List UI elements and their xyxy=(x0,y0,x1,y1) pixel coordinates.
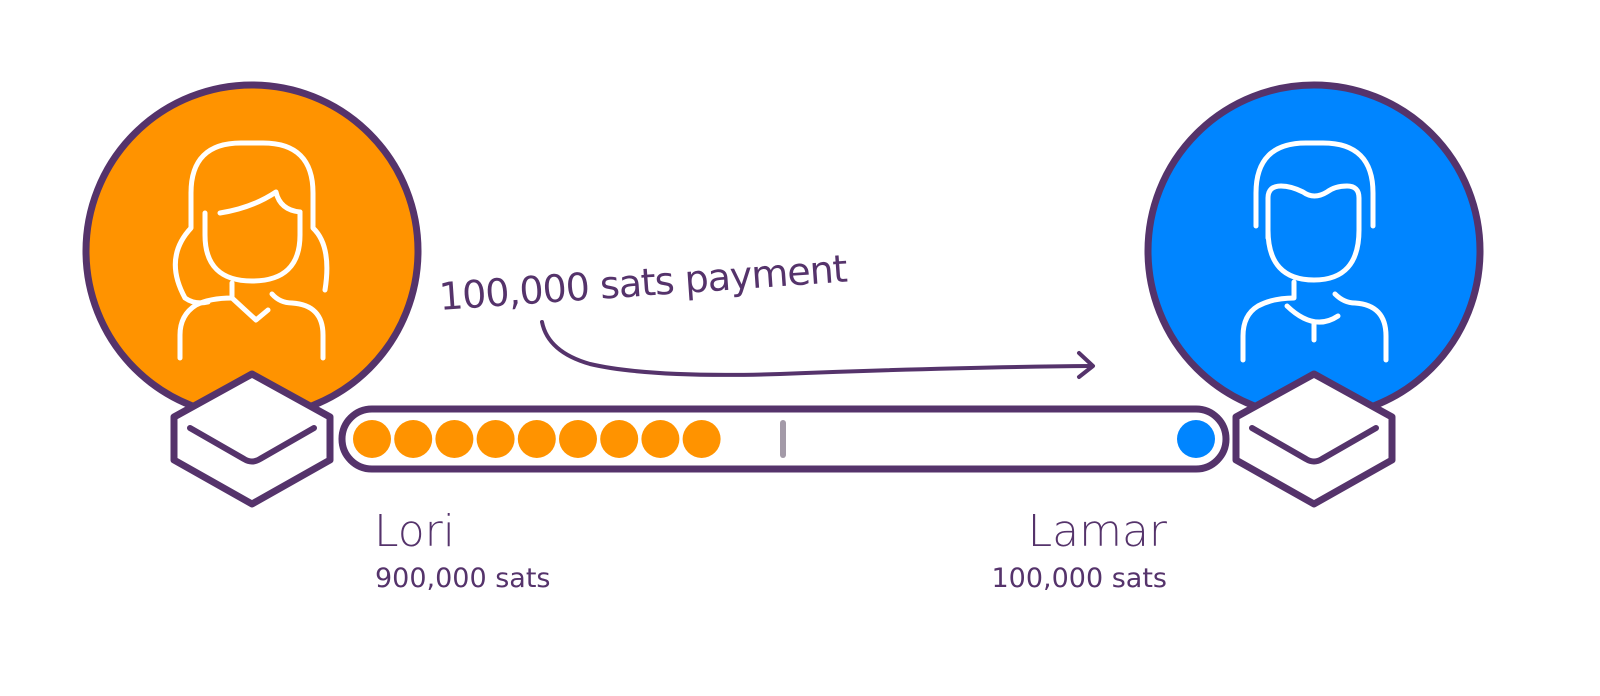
woman-user-icon xyxy=(172,140,330,361)
lamar-balance: 100,000 sats xyxy=(992,563,1168,594)
payment-arrow xyxy=(540,320,1094,377)
lori-balance-unit xyxy=(394,420,433,458)
lori-avatar-circle xyxy=(82,81,422,421)
channel-units xyxy=(353,420,1215,458)
lamar-avatar-circle xyxy=(1144,81,1484,421)
arrow-head-icon xyxy=(1077,351,1095,379)
lamar-name: Lamar xyxy=(1028,506,1168,557)
lori-name: Lori xyxy=(374,506,455,557)
lamar-balance-unit xyxy=(1177,420,1215,458)
lightning-node-icon xyxy=(1232,370,1396,508)
lori-balance-unit xyxy=(600,420,639,458)
lori-balance-unit xyxy=(641,420,680,458)
lori-balance-unit xyxy=(559,420,597,458)
channel-midpoint-marker xyxy=(780,420,786,458)
lori-balance-unit xyxy=(517,420,556,458)
lori-balance-unit xyxy=(682,420,721,458)
lamar-node xyxy=(1232,370,1396,508)
lori-balance: 900,000 sats xyxy=(375,563,551,594)
channel-bar xyxy=(338,405,1230,473)
payment-annotation: 100,000 sats payment xyxy=(438,247,1095,379)
lightning-node-icon xyxy=(170,370,334,508)
lori-balance-unit xyxy=(476,420,515,458)
lori-node xyxy=(170,370,334,508)
man-user-icon xyxy=(1240,140,1389,363)
lori-party xyxy=(82,81,422,508)
payment-label: 100,000 sats payment xyxy=(438,247,849,319)
lori-balance-unit xyxy=(353,420,391,458)
lori-balance-unit xyxy=(435,420,474,458)
lamar-party xyxy=(1144,81,1484,508)
